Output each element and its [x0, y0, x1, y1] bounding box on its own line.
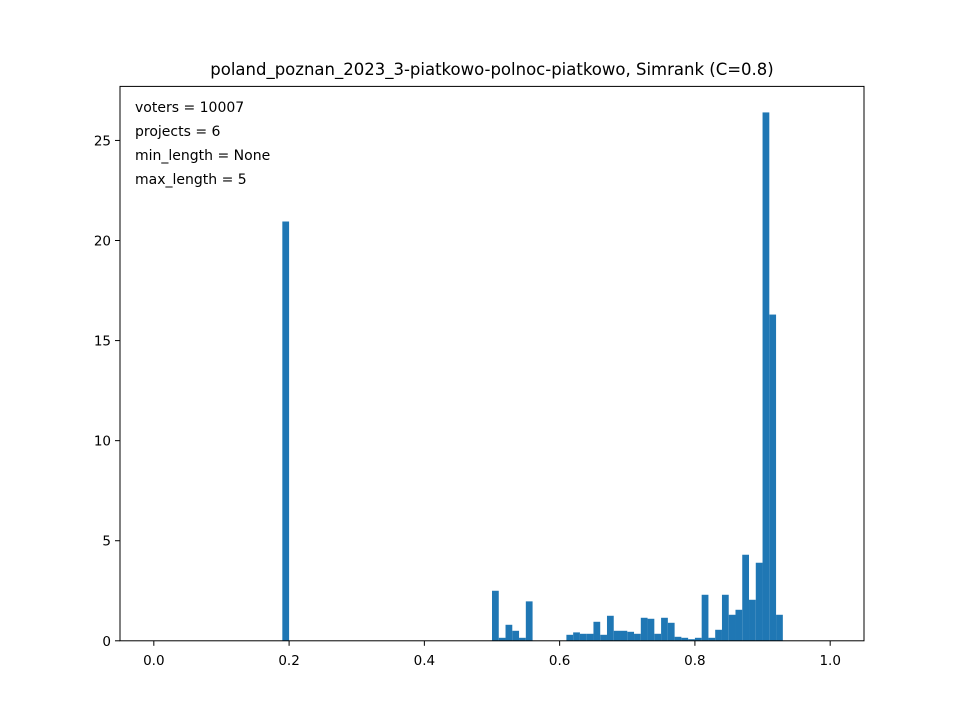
histogram-bar	[282, 221, 290, 641]
histogram-bar	[654, 633, 662, 641]
histogram-bar	[674, 636, 682, 641]
histogram-bar	[613, 630, 621, 641]
histogram-bar	[634, 633, 641, 641]
y-tick-label: 15	[94, 334, 111, 350]
histogram-bar	[755, 562, 763, 641]
x-tick-label: 0.2	[278, 653, 299, 669]
histogram-bar	[566, 634, 574, 641]
y-tick-label: 5	[102, 534, 111, 550]
histogram-bar	[762, 112, 770, 641]
histogram-bar	[512, 630, 520, 641]
y-tick-label: 10	[94, 434, 111, 450]
x-tick-label: 0.6	[549, 653, 570, 669]
y-axis: 0 5 10 15 20 25	[94, 133, 120, 650]
histogram-bar	[498, 637, 506, 641]
histogram-bar	[701, 594, 709, 641]
x-tick-label: 0.4	[414, 653, 435, 669]
annotation-voters: voters = 10007	[135, 100, 244, 116]
annotation-min-length: min_length = None	[135, 148, 270, 164]
annotation-projects: projects = 6	[135, 124, 221, 140]
histogram-bar	[742, 554, 750, 641]
histogram-bar	[694, 637, 702, 641]
histogram-bar	[586, 633, 594, 641]
histogram-bar	[579, 633, 587, 641]
histogram-bar	[749, 599, 756, 641]
histogram-bar	[735, 609, 743, 641]
histogram-bar	[505, 624, 513, 641]
histogram-bar	[661, 617, 668, 641]
histogram-bar	[647, 618, 655, 641]
histogram-bar	[708, 637, 716, 641]
histogram-bar	[769, 314, 777, 641]
histogram-bar	[620, 630, 628, 641]
chart-title: poland_poznan_2023_3-piatkowo-polnoc-pia…	[210, 60, 773, 80]
histogram-bar	[593, 621, 601, 641]
histogram-bar	[492, 590, 499, 641]
histogram-bar	[688, 639, 695, 641]
annotation-block: voters = 10007 projects = 6 min_length =…	[135, 100, 270, 188]
histogram-bar	[573, 632, 580, 641]
y-tick-label: 20	[94, 234, 111, 250]
plot-frame	[119, 85, 865, 642]
histogram-bar	[776, 614, 783, 641]
x-tick-label: 1.0	[819, 653, 840, 669]
y-tick-label: 25	[94, 133, 111, 149]
histogram-bar	[667, 622, 675, 641]
histogram-bar	[600, 634, 607, 641]
x-axis: 0.0 0.2 0.4 0.6 0.8 1.0	[143, 640, 841, 669]
histogram-bar	[606, 615, 614, 641]
x-tick-label: 0.0	[143, 653, 164, 669]
histogram-bar	[715, 629, 722, 641]
histogram-bar	[519, 637, 526, 641]
x-tick-label: 0.8	[684, 653, 705, 669]
y-tick-label: 0	[102, 634, 111, 650]
histogram-bar	[721, 594, 729, 641]
annotation-max-length: max_length = 5	[135, 172, 247, 188]
histogram-bar	[728, 614, 736, 641]
histogram-bar	[525, 601, 533, 641]
bars-group	[282, 112, 783, 641]
histogram-bar	[681, 637, 689, 641]
histogram-bar	[627, 631, 635, 641]
histogram-bar	[640, 617, 648, 641]
